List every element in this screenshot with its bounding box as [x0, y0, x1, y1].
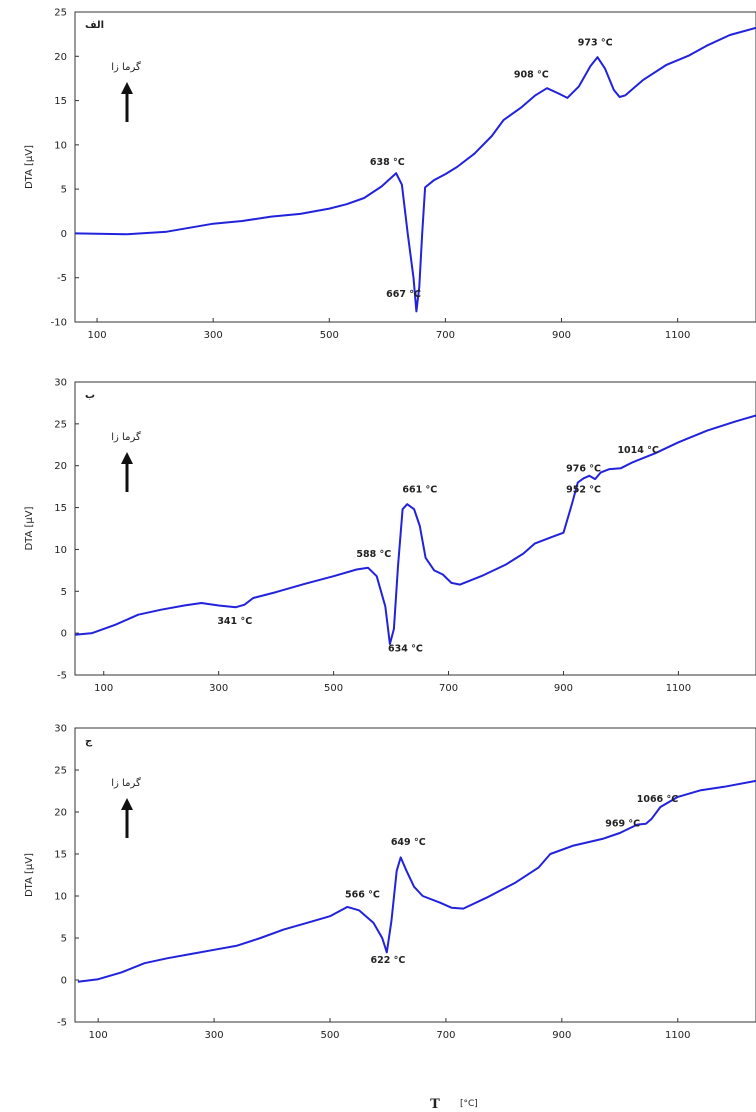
- y-tick-label: 15: [54, 850, 67, 861]
- peak-annotation: 566 °C: [345, 890, 380, 901]
- x-tick-label: 900: [552, 1030, 571, 1041]
- x-tick-label: 900: [552, 330, 571, 341]
- exo-arrow-head: [121, 798, 133, 810]
- x-tick-label: 500: [320, 1030, 339, 1041]
- exo-label: گرما زا: [111, 61, 141, 73]
- y-tick-label: 30: [54, 724, 67, 735]
- x-tick-label: 500: [324, 683, 343, 694]
- peak-annotation: 976 °C: [566, 464, 601, 475]
- exo-arrow-head: [121, 452, 133, 464]
- y-axis-label: DTA [µV]: [24, 506, 35, 550]
- x-tick-label: 700: [439, 683, 458, 694]
- y-tick-label: -5: [57, 1018, 67, 1029]
- x-tick-label: 700: [436, 330, 455, 341]
- peak-annotation: 973 °C: [578, 38, 613, 49]
- y-tick-label: 15: [54, 503, 67, 514]
- x-tick-label: 300: [205, 1030, 224, 1041]
- y-tick-label: 5: [61, 185, 67, 196]
- x-tick-label: 300: [209, 683, 228, 694]
- y-tick-label: 10: [54, 140, 67, 151]
- y-axis-label: DTA [µV]: [24, 145, 35, 189]
- plot-frame: [74, 381, 756, 676]
- y-tick-label: -10: [51, 318, 67, 329]
- x-axis-unit: [°C]: [460, 1099, 478, 1109]
- dta-curve: [74, 414, 756, 645]
- exo-label: گرما زا: [111, 431, 141, 443]
- peak-annotation: 634 °C: [388, 644, 423, 655]
- y-tick-label: 30: [54, 378, 67, 389]
- y-tick-label: 25: [54, 8, 67, 19]
- exo-label: گرما زا: [111, 777, 141, 789]
- peak-annotation: 638 °C: [370, 157, 405, 168]
- x-tick-label: 300: [204, 330, 223, 341]
- peak-annotation: 622 °C: [371, 955, 406, 966]
- dta-panel-be: -5 0 5 10 15 20 25 30 100 300 500 700 900 1100 DTA [µV…: [24, 378, 756, 694]
- y-tick-label: 5: [61, 934, 67, 945]
- y-axis-label: DTA [µV]: [24, 853, 35, 897]
- peak-annotation: 667 °C: [386, 289, 421, 300]
- x-tick-label: 700: [436, 1030, 455, 1041]
- y-tick-label: -5: [57, 671, 67, 682]
- y-tick-label: 10: [54, 545, 67, 556]
- dta-panel-jim: -5 0 5 10 15 20 25 30 100 300 500 700 900 1100 DTA [µV…: [24, 724, 756, 1041]
- x-tick-label: 1100: [665, 330, 690, 341]
- plot-frame: [74, 727, 756, 1023]
- dta-curve: [74, 26, 756, 313]
- peak-annotation: 908 °C: [514, 70, 549, 81]
- y-tick-label: 25: [54, 766, 67, 777]
- peak-annotation: 969 °C: [605, 818, 640, 829]
- x-axis-symbol: T: [430, 1097, 440, 1112]
- peak-annotation: 1014 °C: [617, 445, 658, 456]
- y-tick-label: 0: [61, 629, 67, 640]
- x-tick-label: 1100: [666, 683, 691, 694]
- y-tick-label: -5: [57, 273, 67, 284]
- y-tick-label: 0: [61, 229, 67, 240]
- y-tick-label: 20: [54, 461, 67, 472]
- exo-arrow-head: [121, 82, 133, 94]
- peak-annotation: 1066 °C: [637, 794, 678, 805]
- panel-tag: ج: [85, 736, 93, 747]
- peak-annotation: 952 °C: [566, 485, 601, 496]
- peak-annotation: 341 °C: [217, 616, 252, 627]
- panel-tag: الف: [85, 20, 104, 31]
- y-tick-label: 15: [54, 96, 67, 107]
- x-tick-label: 100: [88, 330, 107, 341]
- y-tick-label: 25: [54, 419, 67, 430]
- y-tick-label: 5: [61, 587, 67, 598]
- x-tick-label: 100: [89, 1030, 108, 1041]
- x-tick-label: 1100: [665, 1030, 690, 1041]
- peak-annotation: 661 °C: [402, 485, 437, 496]
- y-tick-label: 10: [54, 892, 67, 903]
- x-tick-label: 100: [94, 683, 113, 694]
- dta-curve: [77, 779, 756, 983]
- x-tick-label: 500: [320, 330, 339, 341]
- y-tick-label: 0: [61, 976, 67, 987]
- dta-panel-alef: -10 -5 0 5 10 15 20 25 100 300 500 700 900 1100 DTA [µ…: [24, 8, 756, 341]
- y-tick-label: 20: [54, 52, 67, 63]
- y-tick-label: 20: [54, 808, 67, 819]
- plot-frame: [74, 11, 756, 323]
- panel-tag: ب: [85, 390, 95, 401]
- peak-annotation: 649 °C: [391, 837, 426, 848]
- peak-annotation: 588 °C: [356, 549, 391, 560]
- x-tick-label: 900: [554, 683, 573, 694]
- x-axis-title: T [°C]: [430, 1097, 478, 1112]
